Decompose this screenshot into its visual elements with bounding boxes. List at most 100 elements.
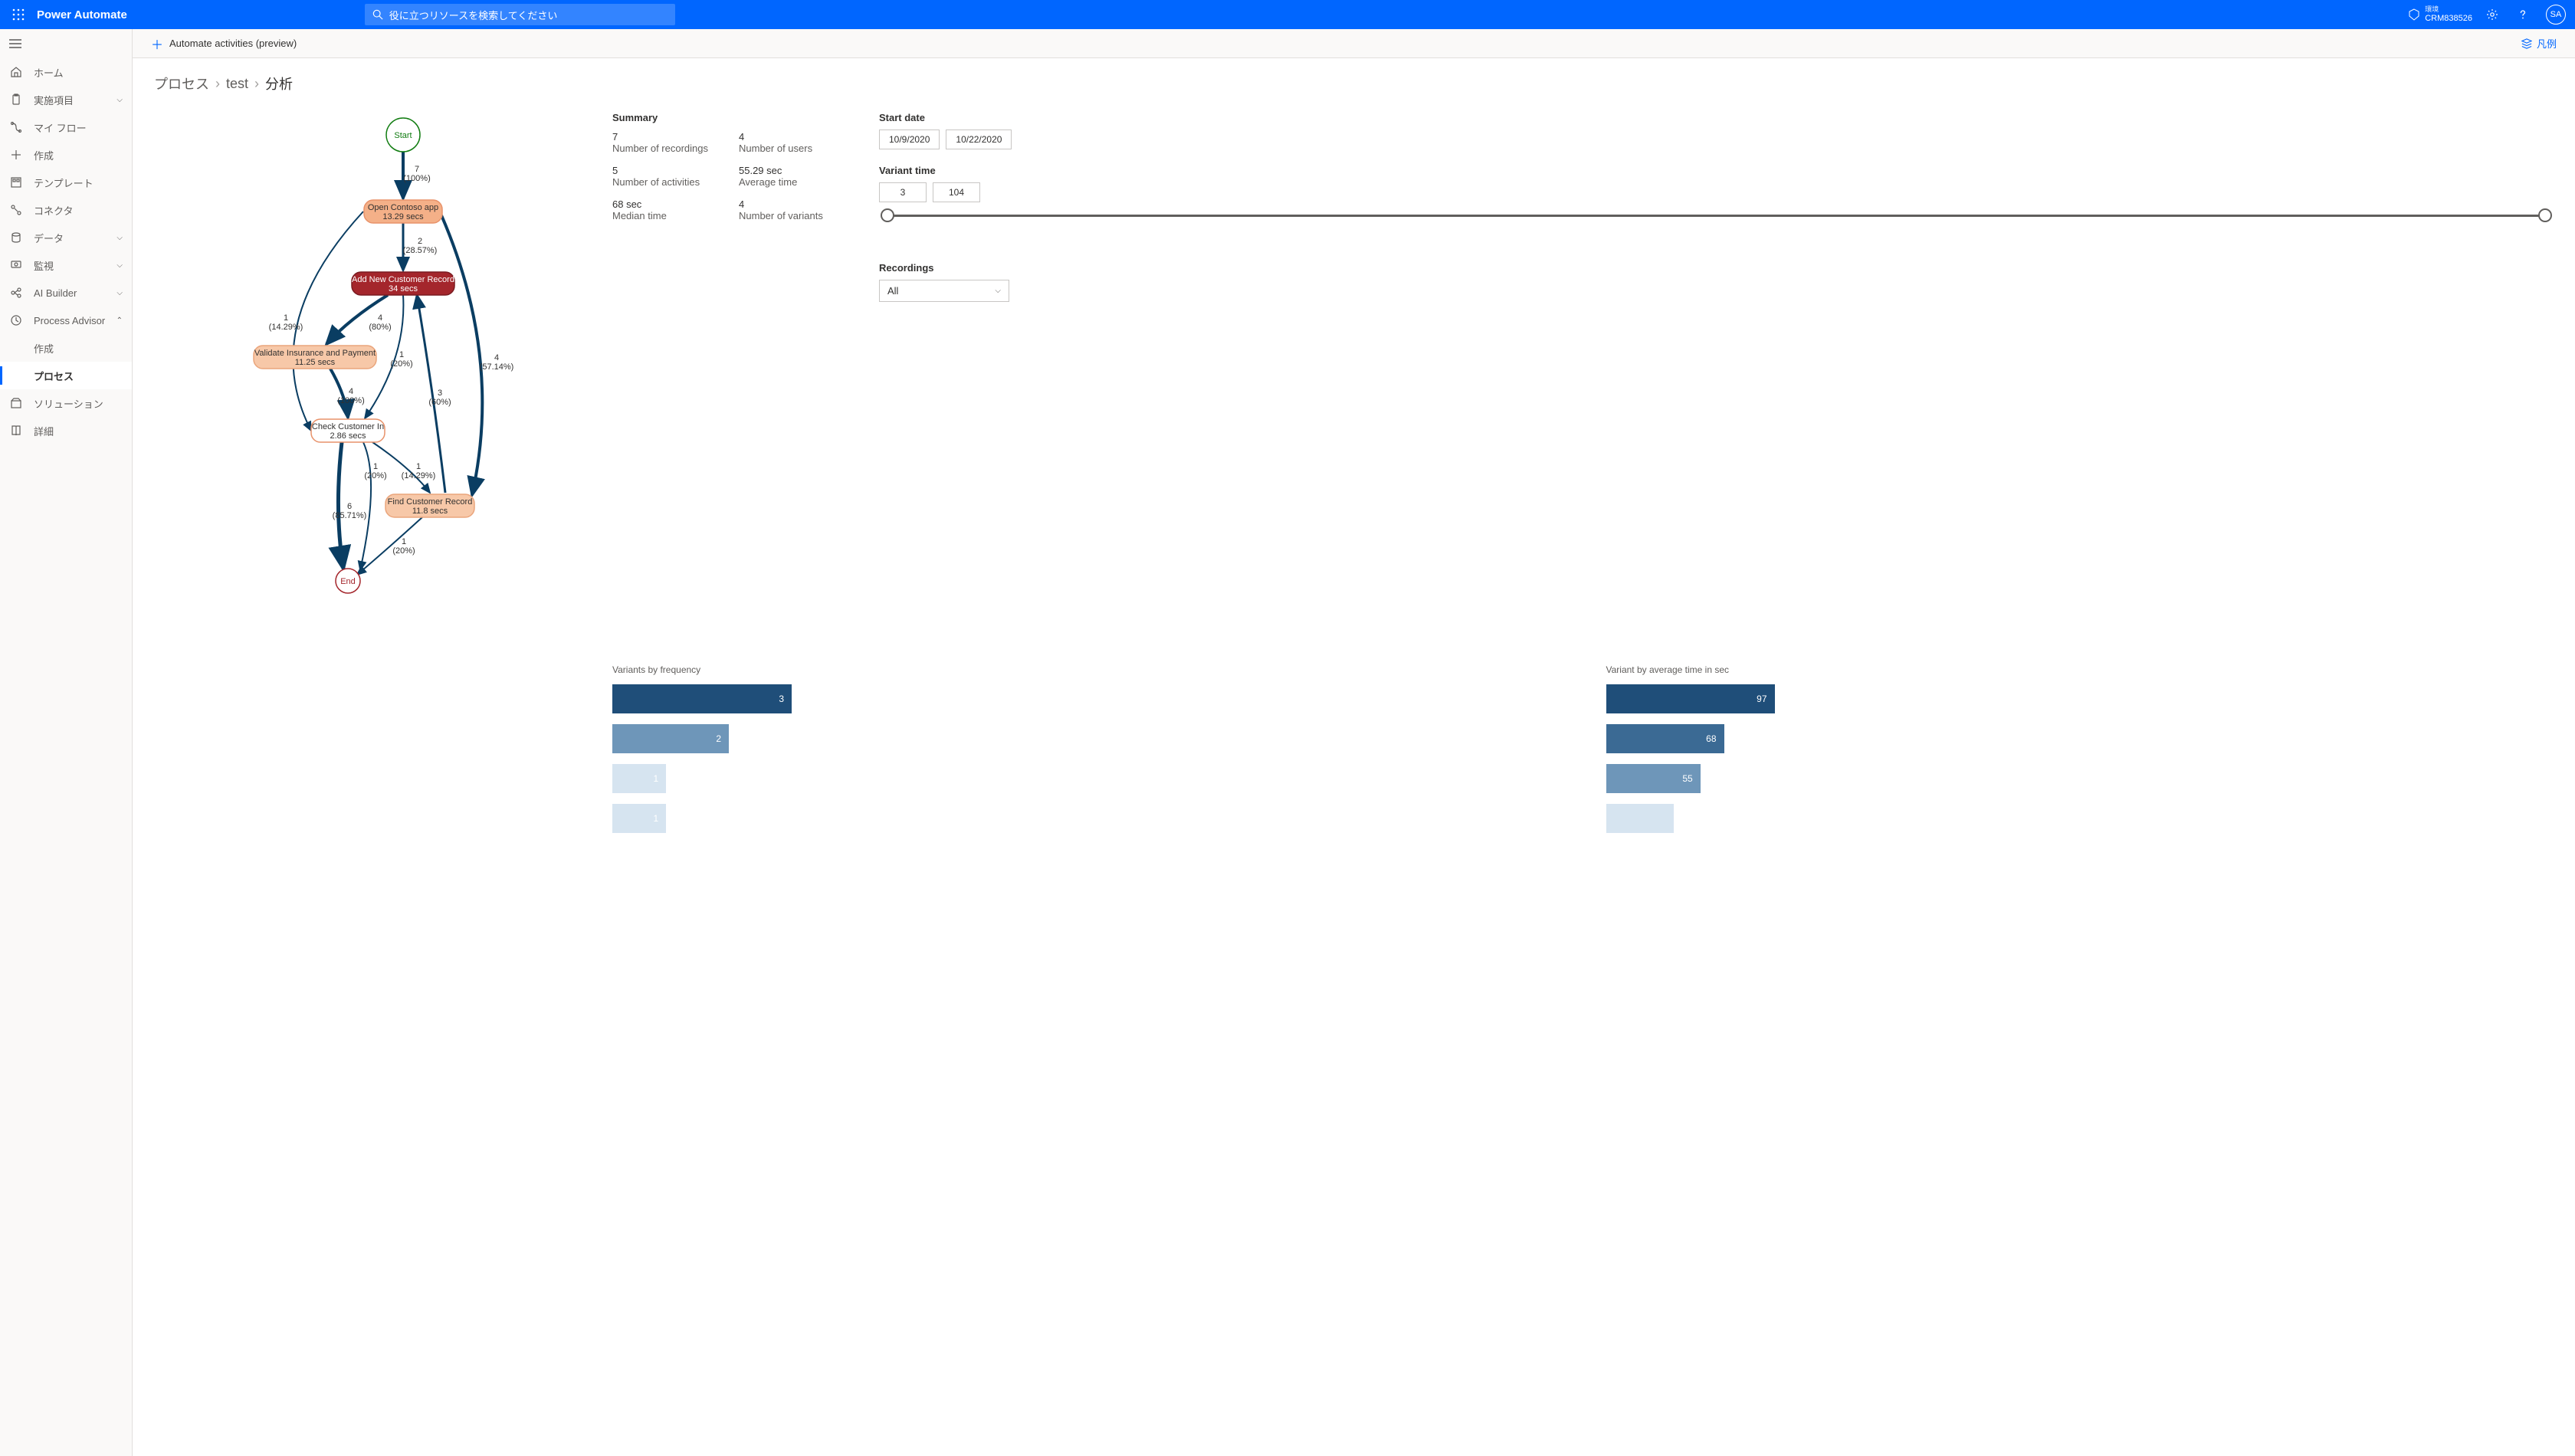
stat-value: 7 (612, 131, 731, 143)
bar-row[interactable]: 3 (612, 684, 792, 713)
sidebar-item-label: ソリューション (34, 396, 123, 411)
svg-text:Check Customer In: Check Customer In (312, 422, 384, 431)
stat-value: 55.29 sec (739, 165, 858, 176)
svg-text:Find Customer Record: Find Customer Record (388, 497, 473, 507)
waffle-icon[interactable] (6, 2, 31, 27)
bar-row[interactable]: 1 (612, 764, 792, 793)
bar: 55 (1606, 764, 1701, 793)
legend-button[interactable]: 凡例 (2521, 36, 2557, 51)
clipboard-icon (9, 93, 23, 107)
search-box[interactable]: 役に立つリソースを検索してください (365, 4, 675, 25)
summary-stat: 55.29 secAverage time (739, 165, 858, 188)
svg-text:Start: Start (394, 131, 412, 140)
sidebar-item-マイ-フロー[interactable]: マイ フロー (0, 113, 132, 141)
svg-text:11.25 secs: 11.25 secs (295, 358, 336, 367)
sidebar-item-詳細[interactable]: 詳細 (0, 417, 132, 444)
sidebar-item-ホーム[interactable]: ホーム (0, 58, 132, 86)
recordings-select[interactable]: All ⌵ (879, 280, 1009, 302)
main-content: ＋ Automate activities (preview) 凡例 プロセス … (133, 29, 2575, 1456)
sidebar-item-ai-builder[interactable]: AI Builder⌵ (0, 279, 132, 307)
chevron-down-icon: ⌵ (116, 289, 123, 297)
variant-time-max-input[interactable]: 104 (933, 182, 980, 202)
summary-stat: 5Number of activities (612, 165, 731, 188)
sidebar-item-テンプレート[interactable]: テンプレート (0, 169, 132, 196)
gear-icon[interactable] (2482, 4, 2503, 25)
breadcrumb-item[interactable]: test (226, 76, 248, 92)
svg-text:Add New Customer Record: Add New Customer Record (352, 275, 454, 284)
chevron-down-icon: ⌵ (116, 234, 123, 242)
bar-row[interactable]: 97 (1606, 684, 1775, 713)
bar: 97 (1606, 684, 1775, 713)
slider-thumb-max[interactable] (2538, 208, 2552, 222)
cmd-label: Automate activities (preview) (169, 38, 297, 49)
svg-text:1: 1 (284, 313, 288, 323)
stat-value: 5 (612, 165, 731, 176)
svg-text:End: End (340, 577, 356, 586)
stat-value: 4 (739, 198, 858, 210)
sidebar-item-label: 監視 (34, 258, 116, 273)
svg-text:2.86 secs: 2.86 secs (330, 431, 366, 441)
bar-row[interactable]: 1 (612, 804, 792, 833)
help-icon[interactable] (2512, 4, 2534, 25)
svg-text:34 secs: 34 secs (389, 284, 418, 293)
sidebar-item-監視[interactable]: 監視⌵ (0, 251, 132, 279)
stat-label: Number of recordings (612, 143, 731, 154)
svg-text:Open Contoso app: Open Contoso app (368, 203, 438, 212)
automate-activities-button[interactable]: ＋ Automate activities (preview) (151, 34, 297, 53)
bar: 68 (1606, 724, 1724, 753)
sidebar-item-label: マイ フロー (34, 120, 123, 135)
sidebar-item-label: 詳細 (34, 424, 123, 438)
breadcrumb-item[interactable]: プロセス (154, 74, 209, 93)
plus-icon (9, 148, 23, 162)
bar-row[interactable]: 38 (1606, 804, 1775, 833)
sidebar-item-process-advisor[interactable]: Process Advisor⌃ (0, 307, 132, 334)
environment-picker[interactable]: 環境 CRM838526 (2408, 5, 2472, 24)
variant-time-slider[interactable] (882, 208, 2550, 224)
env-label: 環境 (2425, 5, 2472, 14)
sidebar-item-データ[interactable]: データ⌵ (0, 224, 132, 251)
flow-icon (9, 120, 23, 134)
chevron-down-icon: ⌵ (995, 287, 1001, 295)
variants-avgtime-chart: Variant by average time in sec 97685538 (1606, 664, 2554, 833)
date-to-input[interactable]: 10/22/2020 (946, 130, 1012, 149)
summary-title: Summary (612, 112, 858, 123)
avatar[interactable]: SA (2546, 5, 2566, 25)
svg-text:4: 4 (378, 313, 382, 323)
slider-thumb-min[interactable] (881, 208, 894, 222)
bar: 3 (612, 684, 792, 713)
stat-label: Number of users (739, 143, 858, 154)
svg-text:Validate Insurance and Payment: Validate Insurance and Payment (254, 349, 376, 358)
stat-value: 4 (739, 131, 858, 143)
legend-icon (2521, 38, 2532, 49)
svg-text:(100%): (100%) (337, 396, 364, 405)
chevron-up-icon: ⌃ (116, 316, 123, 325)
sidebar-item-label: データ (34, 231, 116, 245)
chevron-down-icon: ⌵ (116, 96, 123, 104)
sidebar-item-作成[interactable]: 作成 (0, 141, 132, 169)
svg-text:(57.14%): (57.14%) (480, 362, 514, 372)
bar-row[interactable]: 68 (1606, 724, 1775, 753)
svg-text:(100%): (100%) (403, 174, 430, 183)
variant-time-min-input[interactable]: 3 (879, 182, 927, 202)
legend-label: 凡例 (2537, 36, 2557, 51)
stat-label: Number of variants (739, 210, 858, 221)
sidebar-item-実施項目[interactable]: 実施項目⌵ (0, 86, 132, 113)
svg-text:(28.57%): (28.57%) (403, 246, 438, 255)
bar-row[interactable]: 55 (1606, 764, 1775, 793)
hamburger-icon[interactable] (0, 29, 132, 58)
bar-row[interactable]: 2 (612, 724, 792, 753)
chart-title: Variants by frequency (612, 664, 1560, 675)
start-date-title: Start date (879, 112, 2554, 123)
summary-panel: Summary 7Number of recordings4Number of … (612, 112, 858, 221)
sidebar-item-ソリューション[interactable]: ソリューション (0, 389, 132, 417)
sidebar-item-コネクタ[interactable]: コネクタ (0, 196, 132, 224)
ai-icon (9, 286, 23, 300)
date-from-input[interactable]: 10/9/2020 (879, 130, 940, 149)
env-value: CRM838526 (2425, 14, 2472, 24)
sidebar-item-作成[interactable]: 作成 (0, 334, 132, 362)
sidebar-item-label: 作成 (34, 148, 123, 162)
avatar-initials: SA (2550, 10, 2562, 19)
svg-text:(20%): (20%) (390, 359, 412, 369)
app-header: Power Automate 役に立つリソースを検索してください 環境 CRM8… (0, 0, 2575, 29)
sidebar-item-プロセス[interactable]: プロセス (0, 362, 132, 389)
